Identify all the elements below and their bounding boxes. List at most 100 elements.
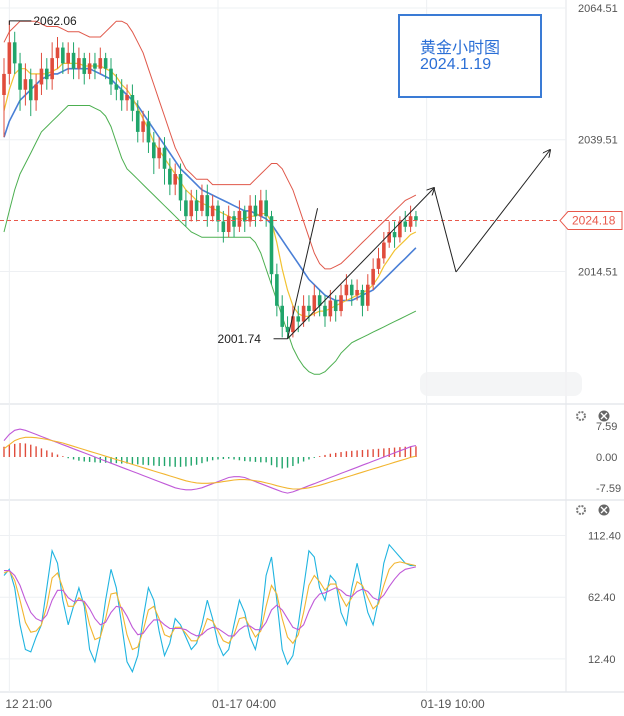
boll-lower-line [3, 105, 417, 375]
candle-body [39, 68, 44, 85]
candle-body [414, 216, 418, 221]
candle-body [360, 289, 365, 306]
candle-body [269, 216, 274, 275]
candle-body [328, 300, 333, 317]
watermark-blur [420, 372, 582, 396]
current-price-label: 2024.18 [572, 214, 616, 228]
candle-body [173, 174, 177, 185]
candle-body [114, 84, 119, 90]
candle-body [296, 316, 301, 322]
kdj-line-j [3, 543, 416, 674]
x-tick-label: 12 21:00 [5, 697, 52, 711]
current-price-tag [559, 211, 623, 231]
candle-body [210, 205, 215, 217]
candle-body [248, 205, 252, 222]
candle-body [285, 326, 290, 333]
candle-body [344, 284, 349, 296]
macd-dea-line [3, 436, 417, 490]
candle-body [403, 221, 408, 227]
candle-body [376, 258, 381, 269]
candle-body [232, 216, 236, 227]
high-label: 2062.06 [33, 14, 77, 28]
projection-arrow-down [433, 187, 457, 273]
candle-body [28, 79, 33, 101]
candle-body [119, 89, 124, 101]
candle-body [200, 195, 204, 211]
candle-body [141, 121, 145, 132]
candle-body [264, 200, 268, 217]
candle-body [98, 58, 103, 69]
close-icon-cross [600, 506, 608, 514]
candle-body [93, 63, 97, 69]
candle-body [109, 68, 113, 85]
candle-body [7, 42, 12, 74]
candle-body [130, 95, 135, 111]
projection-arrow-up [287, 188, 434, 340]
candle-body [317, 295, 322, 306]
candle-body [382, 242, 386, 259]
macd-y-tick-label: 7.59 [596, 421, 617, 433]
candle-body [280, 305, 284, 327]
candle-body [323, 305, 327, 317]
high-marker-line [8, 20, 32, 25]
panel-controls [576, 410, 610, 422]
panel-controls [576, 504, 610, 516]
close-icon-cross [600, 412, 608, 420]
gear-icon[interactable] [576, 505, 586, 515]
kdj-y-tick-label: 62.40 [588, 592, 616, 604]
kdj-y-tick-label: 112.40 [588, 531, 621, 543]
kdj-line-k [3, 561, 417, 651]
x-tick-label: 01-19 10:00 [421, 697, 485, 711]
boll-mid-line [3, 67, 417, 302]
candle-body [87, 63, 92, 74]
candle-body [253, 205, 258, 217]
candle-body [408, 216, 413, 227]
candle-body [55, 47, 60, 59]
candle-body [301, 305, 306, 322]
candle-body [152, 142, 156, 159]
candle-body [135, 110, 140, 132]
candle-body [398, 221, 402, 238]
candle-body [259, 200, 263, 217]
candle-body [371, 268, 375, 285]
macd-y-tick-label: 0.00 [596, 452, 617, 464]
candle-body [82, 58, 87, 74]
candle-body [221, 221, 226, 233]
candle-body [45, 68, 49, 80]
price-y-tick-label: 2039.51 [578, 135, 618, 147]
candle-body [50, 58, 54, 80]
candle-body [2, 73, 6, 96]
candle-body [189, 200, 194, 217]
ma-line [3, 62, 417, 317]
price-y-tick-label: 2014.51 [578, 266, 618, 278]
candle-body [178, 174, 183, 201]
candle-body [77, 58, 81, 69]
candle-body [205, 195, 210, 217]
candle-body [12, 42, 17, 64]
candle-body [23, 79, 28, 90]
projection-arrow-final [455, 150, 550, 273]
boll-upper-line [3, 20, 417, 270]
candle-body [366, 284, 370, 306]
candle-body [349, 284, 354, 296]
candle-body [168, 168, 172, 185]
candle-body [339, 295, 343, 312]
candle-body [66, 52, 70, 64]
candle-body [216, 205, 220, 222]
candle-body [125, 95, 129, 101]
title-box: 黄金小时图 2024.1.19 [398, 14, 542, 98]
candle-body [291, 316, 295, 333]
candle-body [237, 210, 242, 227]
candle-body [392, 232, 397, 238]
candle-body [242, 210, 247, 222]
gear-icon[interactable] [576, 411, 586, 421]
candle-body [157, 147, 161, 159]
candle-body [71, 52, 76, 69]
low-label: 2001.74 [218, 332, 262, 346]
candle-body [226, 216, 231, 233]
candle-body [34, 84, 38, 101]
candle-body [307, 305, 311, 312]
candle-body [312, 295, 317, 312]
